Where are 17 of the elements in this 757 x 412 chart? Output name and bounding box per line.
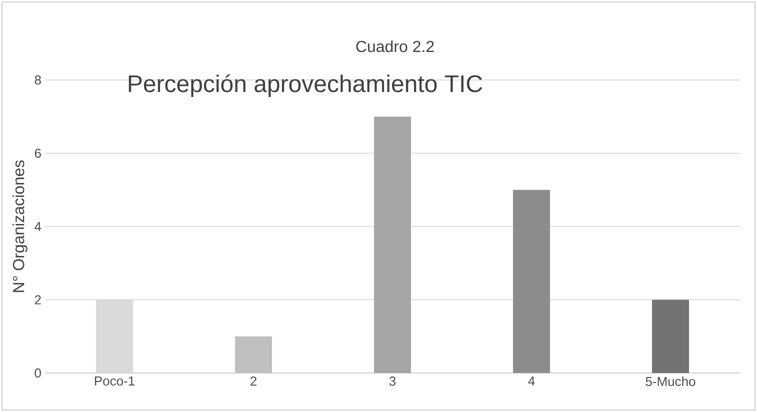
y-tick-label: 6 xyxy=(34,148,41,158)
x-tick-label: 4 xyxy=(528,376,535,386)
bar xyxy=(513,190,550,373)
x-tick-label: 3 xyxy=(389,376,396,386)
bar xyxy=(374,116,412,373)
y-tick-label: 8 xyxy=(34,75,41,85)
x-tick-label: Poco-1 xyxy=(94,376,134,386)
chart-subtitle: Percepción aprovechamiento TIC xyxy=(128,74,482,97)
y-tick-label: 0 xyxy=(34,368,41,378)
y-tick-label: 4 xyxy=(34,222,42,231)
y-axis-title: N° Organizaciones xyxy=(12,160,28,292)
bar xyxy=(652,300,690,373)
y-tick-label: 2 xyxy=(34,295,41,304)
x-tick-label: 2 xyxy=(250,376,256,386)
bar xyxy=(235,336,272,373)
chart-title: Cuadro 2.2 xyxy=(356,40,434,52)
x-tick-label: 5-Mucho xyxy=(646,376,696,386)
